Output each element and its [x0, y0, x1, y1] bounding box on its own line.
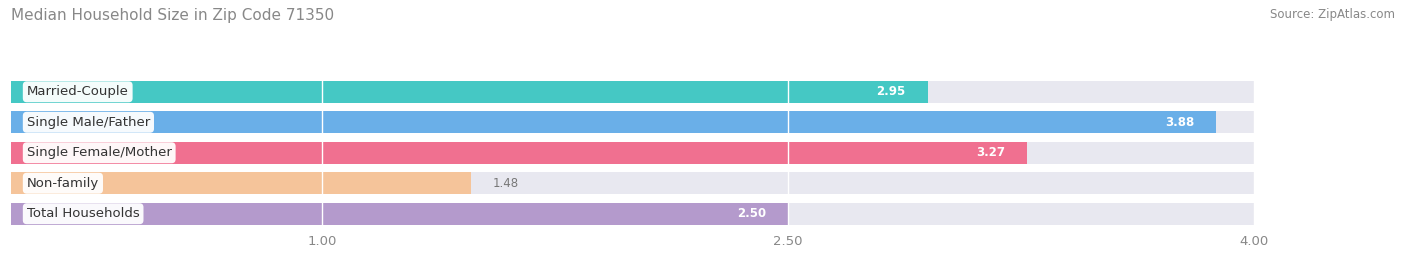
Text: 3.27: 3.27 [976, 146, 1005, 159]
Text: 3.88: 3.88 [1166, 116, 1195, 129]
Bar [11, 111, 1216, 133]
Text: Single Male/Father: Single Male/Father [27, 116, 150, 129]
Text: Married-Couple: Married-Couple [27, 85, 129, 98]
Text: 2.95: 2.95 [876, 85, 905, 98]
Text: Total Households: Total Households [27, 207, 139, 220]
Bar [11, 81, 928, 103]
Bar [11, 81, 1254, 103]
Bar [11, 203, 787, 225]
Text: Median Household Size in Zip Code 71350: Median Household Size in Zip Code 71350 [11, 8, 335, 23]
Bar [11, 172, 471, 194]
Text: Source: ZipAtlas.com: Source: ZipAtlas.com [1270, 8, 1395, 21]
Bar [11, 142, 1026, 164]
Bar [11, 203, 1254, 225]
Text: Single Female/Mother: Single Female/Mother [27, 146, 172, 159]
Bar [11, 142, 1254, 164]
Text: 2.50: 2.50 [737, 207, 766, 220]
Text: 1.48: 1.48 [492, 177, 519, 190]
Text: Non-family: Non-family [27, 177, 98, 190]
Bar [11, 111, 1254, 133]
Bar [11, 172, 1254, 194]
